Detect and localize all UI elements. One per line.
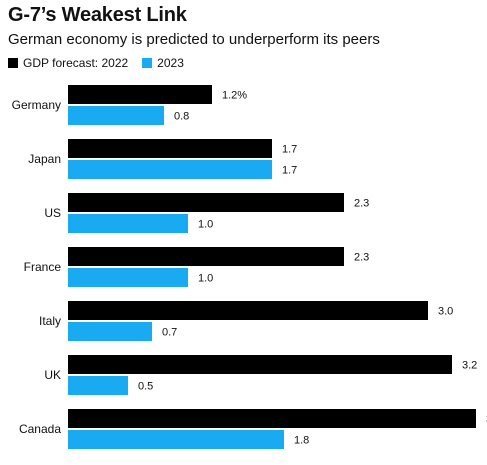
data-label-uk-2022: 3.2 xyxy=(462,360,477,372)
bar-uk-2023 xyxy=(68,376,128,395)
legend-label-2023: 2023 xyxy=(157,56,184,70)
bar-group-canada: Canada3.41.8 xyxy=(19,409,487,449)
bar-uk-2022 xyxy=(68,355,452,374)
chart-subtitle: German economy is predicted to underperf… xyxy=(8,31,380,48)
bar-canada-2022 xyxy=(68,409,476,428)
bar-france-2023 xyxy=(68,268,188,287)
legend-item-2023: 2023 xyxy=(142,56,184,70)
data-label-france-2022: 2.3 xyxy=(354,252,369,264)
bar-group-france: France 2.3 1.0 xyxy=(24,247,369,287)
legend-swatch-2022 xyxy=(8,58,18,68)
bar-italy-2023 xyxy=(68,322,152,341)
bar-italy-2022 xyxy=(68,301,428,320)
category-label-japan: Japan xyxy=(28,152,61,166)
chart-legend: GDP forecast: 2022 2023 xyxy=(8,56,198,70)
bar-group-us: US 2.3 1.0 xyxy=(44,193,369,233)
bar-germany-2023 xyxy=(68,106,164,125)
bar-us-2023 xyxy=(68,214,188,233)
category-label-germany: Germany xyxy=(12,98,61,112)
data-label-us-2022: 2.3 xyxy=(354,198,369,210)
bar-group-italy: Italy 3.0 0.7 xyxy=(39,301,453,341)
bar-germany-2022 xyxy=(68,85,212,104)
bar-group-uk: UK 3.2 0.5 xyxy=(44,355,477,395)
data-label-us-2023: 1.0 xyxy=(198,219,213,231)
bar-group-germany: Germany 1.2% 0.8 xyxy=(12,85,247,125)
bar-japan-2023 xyxy=(68,160,272,179)
category-label-canada: Canada xyxy=(19,422,61,436)
data-label-japan-2022: 1.7 xyxy=(282,144,297,156)
bar-us-2022 xyxy=(68,193,344,212)
category-label-us: US xyxy=(44,206,61,220)
bar-france-2022 xyxy=(68,247,344,266)
bar-canada-2023 xyxy=(68,430,284,449)
bar-japan-2022 xyxy=(68,139,272,158)
data-label-france-2023: 1.0 xyxy=(198,273,213,285)
bar-group-japan: Japan 1.7 1.7 xyxy=(28,139,297,179)
data-label-japan-2023: 1.7 xyxy=(282,165,297,177)
data-label-germany-2023: 0.8 xyxy=(174,111,189,123)
category-label-italy: Italy xyxy=(39,314,61,328)
category-label-france: France xyxy=(24,260,62,274)
chart-title: G-7’s Weakest Link xyxy=(8,4,187,26)
data-label-germany-2022: 1.2% xyxy=(222,90,247,102)
legend-label-2022: GDP forecast: 2022 xyxy=(23,56,129,70)
data-label-italy-2022: 3.0 xyxy=(438,306,453,318)
legend-swatch-2023 xyxy=(142,58,153,68)
legend-item-2022: GDP forecast: 2022 xyxy=(8,56,128,70)
category-label-uk: UK xyxy=(44,368,61,382)
data-label-italy-2023: 0.7 xyxy=(162,327,177,339)
data-label-canada-2023: 1.8 xyxy=(294,435,309,447)
data-label-uk-2023: 0.5 xyxy=(138,381,153,393)
